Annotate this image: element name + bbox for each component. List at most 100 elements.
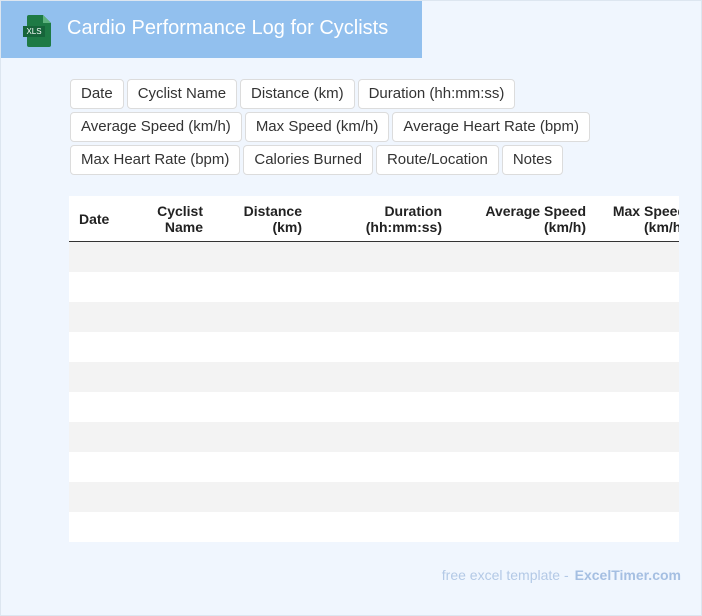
table-cell [312,452,452,482]
column-header: Cyclist Name [136,196,213,242]
column-header: Duration (hh:mm:ss) [312,196,452,242]
table-cell [452,302,596,332]
table-cell [136,362,213,392]
table-cell [452,482,596,512]
table-cell [452,272,596,302]
table-cell [213,272,312,302]
table-cell [69,422,136,452]
header: XLS Cardio Performance Log for Cyclists [1,1,422,58]
table-cell [312,362,452,392]
field-tag: Distance (km) [240,79,355,109]
table-cell [69,241,136,272]
table-cell [596,392,679,422]
table-cell [596,272,679,302]
field-tag: Calories Burned [243,145,373,175]
table: Date Cyclist Name Distance (km) Duration (h… [69,196,679,542]
table-row [69,241,679,272]
table-cell [213,482,312,512]
table-cell [452,362,596,392]
table-row [69,482,679,512]
field-tag: Route/Location [375,145,499,175]
table-cell [312,332,452,362]
table-cell [69,272,136,302]
table-cell [452,392,596,422]
field-tag: Average Heart Rate (bpm) [392,112,590,142]
field-tag: Max Heart Rate (bpm) [70,145,241,175]
table-cell [213,362,312,392]
table-cell [69,392,136,422]
table-row [69,452,679,482]
table-cell [213,422,312,452]
table-cell [69,482,136,512]
table-row [69,302,679,332]
table-cell [213,512,312,542]
table-cell [596,482,679,512]
header-row: Date Cyclist Name Distance (km) Duration (h… [69,196,679,242]
table-cell [213,302,312,332]
footer: free excel template - ExcelTimer.com [442,567,681,583]
table-cell [452,512,596,542]
field-tag: Average Speed (km/h) [70,112,242,142]
table-cell [312,302,452,332]
table-row [69,272,679,302]
table-row [69,332,679,362]
field-tag: Date [70,79,124,109]
table-cell [69,332,136,362]
table-cell [596,452,679,482]
footer-brand[interactable]: ExcelTimer.com [574,567,681,583]
table-row [69,392,679,422]
title: Cardio Performance Log for Cyclists [67,17,389,39]
table-cell [136,452,213,482]
field-tags: Date Cyclist Name Distance (km) Duration (h… [70,79,690,175]
table-cell [136,392,213,422]
table-body [69,241,679,543]
field-tag: Duration (hh:mm:ss) [357,79,516,109]
field-tag: Max Speed (km/h) [244,112,390,142]
table-container: Date Cyclist Name Distance (km) Duration (h… [69,196,679,542]
table-cell [312,272,452,302]
table-cell [452,422,596,452]
field-tag: Notes [501,145,564,175]
table-cell [69,362,136,392]
table-cell [312,482,452,512]
table-cell [136,272,213,302]
table-row [69,362,679,392]
icon-label: XLS [26,27,41,36]
column-header: Distance (km) [213,196,312,242]
field-tag: Cyclist Name [126,79,238,109]
table-cell [69,452,136,482]
table-cell [213,332,312,362]
table-row [69,512,679,542]
table-cell [136,422,213,452]
table-cell [596,512,679,542]
table-cell [136,302,213,332]
table-cell [69,512,136,542]
footer-text: free excel template - [441,567,569,583]
table-cell [312,241,452,272]
table-cell [452,332,596,362]
xls-icon: XLS [23,15,51,47]
table-cell [596,332,679,362]
table-cell [596,362,679,392]
table-cell [136,482,213,512]
table-cell [136,241,213,272]
table-cell [213,241,312,272]
table-cell [69,302,136,332]
table-cell [136,512,213,542]
column-header: Date [69,196,136,242]
table-cell [136,332,213,362]
table-cell [596,422,679,452]
table-cell [596,241,679,272]
table-cell [213,392,312,422]
table-cell [596,302,679,332]
table-cell [312,422,452,452]
table-cell [312,512,452,542]
table-cell [312,392,452,422]
table-row [69,422,679,452]
table-cell [452,241,596,272]
column-header: Average Speed (km/h) [452,196,596,242]
table-cell [213,452,312,482]
column-header: Max Speed (km/h) [596,196,679,242]
table-cell [452,452,596,482]
